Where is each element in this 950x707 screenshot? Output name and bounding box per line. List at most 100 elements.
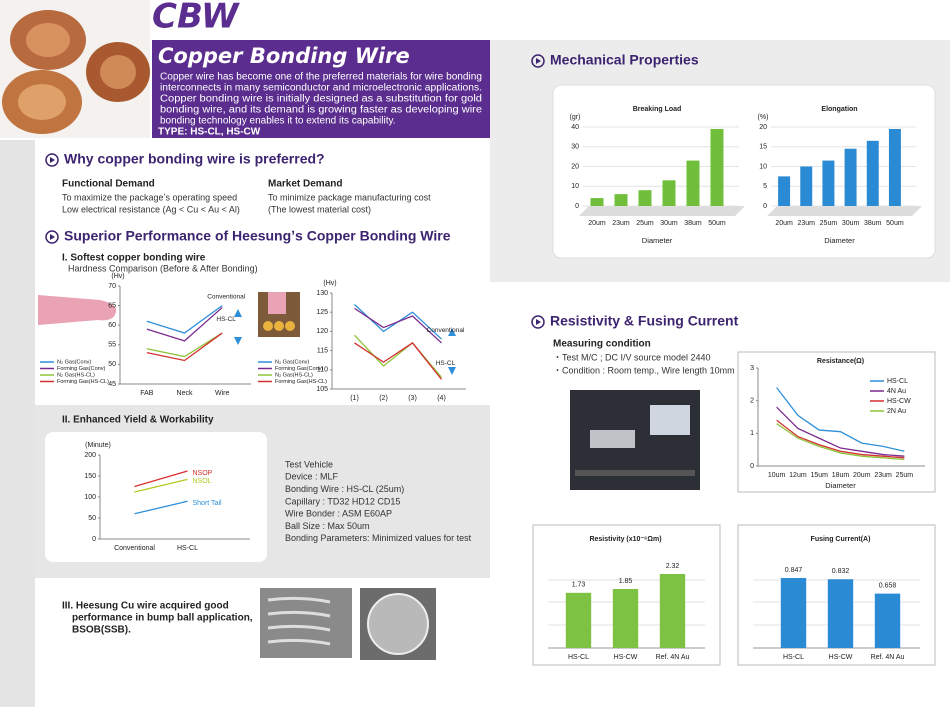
bar — [844, 148, 857, 206]
bar — [638, 190, 652, 206]
y-tick-label: 15 — [759, 144, 767, 151]
bar — [686, 160, 700, 206]
line — [354, 342, 443, 380]
y-tick-label: 55 — [108, 342, 116, 349]
test-vehicle-line: Capillary : TD32 HD12 CD15 — [285, 496, 400, 506]
bar — [780, 578, 807, 648]
test-vehicle-line: Ball Size : Max 50um — [285, 521, 370, 531]
y-tick-label: 110 — [317, 367, 328, 374]
demand-line: To minimize package manufacturing cost — [268, 192, 431, 202]
series-label: Short Tail — [193, 500, 222, 507]
y-tick-label: 0 — [750, 463, 754, 470]
x-tick-label: 25um — [636, 220, 654, 227]
logo: CBW — [152, 0, 240, 37]
annotation: Conventional — [427, 327, 465, 334]
resistance-panel — [737, 351, 936, 493]
header-description: Copper wire has become one of the prefer… — [160, 72, 482, 127]
y-tick-label: 125 — [316, 309, 328, 316]
x-tick-label: 50um — [708, 220, 726, 227]
bar — [827, 579, 854, 648]
x-tick-label: 20um — [775, 220, 793, 227]
bar — [612, 588, 639, 648]
sem-images — [260, 588, 436, 660]
bump-title: performance in bump ball application, — [72, 613, 253, 624]
x-tick-label: (3) — [408, 395, 417, 402]
x-tick-label: 25um — [820, 220, 838, 227]
y-tick-label: 20 — [571, 163, 579, 170]
line — [354, 307, 442, 344]
line — [776, 422, 905, 461]
y-tick-label: 30 — [571, 144, 579, 151]
floor — [767, 206, 922, 216]
subsection-title: II. Enhanced Yield & Workability — [62, 415, 214, 426]
floor — [579, 206, 745, 216]
test-vehicle-line: Bonding Parameters: Minimized values for… — [285, 533, 472, 543]
demand-line: (The lowest material cost) — [268, 204, 371, 214]
section-icons — [45, 54, 545, 329]
side-strip — [0, 140, 35, 707]
demand-line: To maximize the packageʼs operating spee… — [62, 192, 237, 202]
legend-label: Forming Gas(HS-CL) — [57, 379, 109, 385]
y-tick-label: 45 — [108, 381, 116, 388]
section-heading: Superior Performance of Heesungʼs Copper… — [64, 228, 451, 244]
x-tick-label: Ref. 4N Au — [656, 654, 690, 661]
demand-title: Functional Demand — [62, 179, 155, 190]
y-tick-label: 70 — [108, 283, 116, 290]
equipment-photo — [570, 390, 700, 490]
data-label: 0.847 — [785, 567, 803, 574]
test-vehicle-line: Bonding Wire : HS-CL (25um) — [285, 484, 404, 494]
line — [354, 334, 442, 378]
x-tick-label: 30um — [660, 220, 678, 227]
x-tick-label: HS-CW — [829, 654, 853, 661]
section-heading: Why copper bonding wire is preferred? — [64, 151, 325, 167]
bar — [866, 140, 879, 206]
y-axis-label: (%) — [758, 114, 769, 121]
x-axis-label: Diameter — [642, 236, 673, 245]
x-axis-label: Diameter — [825, 481, 856, 490]
description-line: bonding wire, and its demand is growing … — [160, 105, 482, 116]
y-tick-label: 20 — [759, 124, 767, 131]
annotation-arrows — [234, 309, 456, 375]
test-vehicle-line: Test Vehicle — [285, 459, 333, 469]
yield-panel — [45, 432, 267, 562]
y-tick-label: 1 — [750, 430, 754, 437]
legend-label: N₂ Gas(HS-CL) — [275, 372, 313, 378]
x-tick-label: FAB — [140, 390, 154, 397]
x-tick-label: 10um — [768, 472, 786, 479]
description-line: bonding technology enables it to extend … — [160, 116, 396, 127]
series-label: NSOP — [193, 470, 213, 477]
line — [776, 387, 905, 452]
line — [134, 470, 188, 488]
x-tick-label: 12um — [789, 472, 807, 479]
x-tick-label: HS-CL — [783, 654, 804, 661]
y-tick-label: 0 — [92, 536, 96, 543]
demand-line: Low electrical resistance (Ag < Cu < Au … — [62, 204, 240, 214]
data-label: 0.658 — [879, 582, 897, 589]
legend-label: Forming Gas(Conv) — [57, 366, 105, 372]
test-vehicle-line: Wire Bonder : ASM E60AP — [285, 509, 392, 519]
annotation: HS-CL — [436, 360, 456, 367]
bump-title: BSOB(SSB). — [72, 625, 131, 636]
x-tick-label: 38um — [684, 220, 702, 227]
y-tick-label: 65 — [108, 302, 116, 309]
wire-images — [38, 292, 300, 337]
x-tick-label: HS-CW — [614, 654, 638, 661]
y-tick-label: 10 — [571, 183, 579, 190]
line — [146, 332, 223, 362]
bar — [800, 166, 813, 206]
x-tick-label: 20um — [588, 220, 606, 227]
y-tick-label: 150 — [84, 473, 96, 480]
x-tick-label: Ref. 4N Au — [871, 654, 905, 661]
test-vehicle-line: Device : MLF — [285, 472, 339, 482]
data-label: 0.832 — [832, 568, 850, 575]
y-tick-label: 50 — [88, 515, 96, 522]
subsection-title: I. Softest copper bonding wire — [62, 253, 206, 264]
line — [134, 478, 188, 493]
y-axis-label: (Minute) — [85, 442, 111, 449]
y-tick-label: 50 — [108, 361, 116, 368]
line — [146, 307, 223, 342]
y-tick-label: 3 — [750, 365, 754, 372]
description-line: Copper bonding wire is initially designe… — [160, 94, 482, 105]
x-tick-label: 15um — [810, 472, 828, 479]
